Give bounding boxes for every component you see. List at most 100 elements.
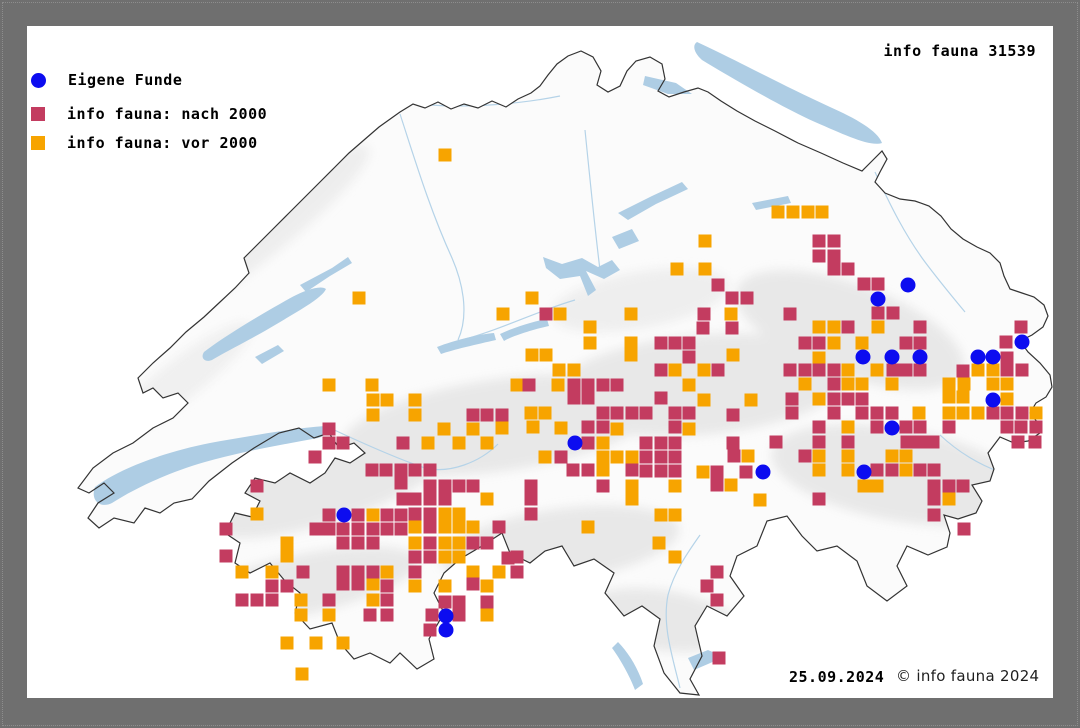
- marker-nach-2000: [423, 550, 437, 564]
- marker-nach-2000: [466, 479, 480, 493]
- marker-nach-2000: [841, 262, 855, 276]
- marker-nach-2000: [322, 508, 336, 522]
- marker-vor-2000: [466, 422, 480, 436]
- marker-nach-2000: [366, 522, 380, 536]
- marker-vor-2000: [857, 479, 871, 493]
- marker-nach-2000: [654, 391, 668, 405]
- marker-nach-2000: [510, 550, 524, 564]
- legend-item-eigene-funde: Eigene Funde: [31, 71, 182, 89]
- marker-eigene-funde: [567, 435, 583, 451]
- blue-circle-icon: [31, 72, 46, 88]
- marker-eigene-funde: [884, 420, 900, 436]
- marker-vor-2000: [670, 262, 684, 276]
- marker-vor-2000: [408, 520, 422, 534]
- marker-nach-2000: [1028, 435, 1042, 449]
- marker-vor-2000: [855, 336, 869, 350]
- marker-nach-2000: [827, 363, 841, 377]
- marker-nach-2000: [423, 479, 437, 493]
- marker-nach-2000: [913, 463, 927, 477]
- marker-nach-2000: [710, 478, 724, 492]
- marker-nach-2000: [380, 579, 394, 593]
- marker-vor-2000: [525, 348, 539, 362]
- marker-vor-2000: [480, 579, 494, 593]
- marker-nach-2000: [682, 350, 696, 364]
- marker-nach-2000: [396, 436, 410, 450]
- marker-vor-2000: [724, 478, 738, 492]
- marker-vor-2000: [552, 363, 566, 377]
- marker-nach-2000: [366, 536, 380, 550]
- marker-vor-2000: [624, 307, 638, 321]
- marker-vor-2000: [452, 536, 466, 550]
- marker-nach-2000: [725, 321, 739, 335]
- marker-nach-2000: [785, 406, 799, 420]
- marker-vor-2000: [741, 449, 755, 463]
- lake-zurich: [618, 182, 688, 220]
- marker-nach-2000: [913, 420, 927, 434]
- marker-vor-2000: [654, 508, 668, 522]
- marker-vor-2000: [1000, 377, 1014, 391]
- marker-vor-2000: [551, 378, 565, 392]
- map-title: info fauna 31539: [883, 42, 1036, 60]
- marker-vor-2000: [885, 377, 899, 391]
- marker-vor-2000: [812, 392, 826, 406]
- marker-nach-2000: [423, 463, 437, 477]
- marker-eigene-funde: [755, 464, 771, 480]
- marker-vor-2000: [841, 463, 855, 477]
- marker-nach-2000: [812, 234, 826, 248]
- marker-nach-2000: [336, 565, 350, 579]
- marker-nach-2000: [783, 307, 797, 321]
- marker-vor-2000: [408, 393, 422, 407]
- marker-nach-2000: [668, 450, 682, 464]
- marker-nach-2000: [654, 363, 668, 377]
- marker-eigene-funde: [438, 608, 454, 624]
- marker-vor-2000: [596, 450, 610, 464]
- marker-vor-2000: [322, 378, 336, 392]
- marker-nach-2000: [379, 463, 393, 477]
- legend-label: info fauna: nach 2000: [67, 105, 268, 123]
- marker-vor-2000: [538, 406, 552, 420]
- lake-thun: [437, 333, 496, 354]
- marker-nach-2000: [452, 479, 466, 493]
- marker-nach-2000: [857, 277, 871, 291]
- marker-vor-2000: [668, 363, 682, 377]
- marker-nach-2000: [812, 420, 826, 434]
- marker-vor-2000: [625, 492, 639, 506]
- marker-vor-2000: [336, 636, 350, 650]
- marker-vor-2000: [668, 479, 682, 493]
- marker-nach-2000: [900, 435, 914, 449]
- marker-vor-2000: [265, 565, 279, 579]
- marker-nach-2000: [250, 479, 264, 493]
- marker-nach-2000: [336, 522, 350, 536]
- marker-nach-2000: [812, 336, 826, 350]
- legend-item-nach-2000: info fauna: nach 2000: [31, 105, 267, 123]
- marker-vor-2000: [1000, 392, 1014, 406]
- marker-nach-2000: [336, 536, 350, 550]
- marker-nach-2000: [466, 577, 480, 591]
- marker-vor-2000: [567, 363, 581, 377]
- marker-nach-2000: [927, 479, 941, 493]
- marker-vor-2000: [437, 422, 451, 436]
- marker-nach-2000: [336, 436, 350, 450]
- marker-nach-2000: [438, 595, 452, 609]
- marker-nach-2000: [899, 363, 913, 377]
- marker-eigene-funde: [884, 349, 900, 365]
- marker-nach-2000: [265, 579, 279, 593]
- marker-nach-2000: [408, 492, 422, 506]
- marker-vor-2000: [408, 536, 422, 550]
- marker-vor-2000: [280, 636, 294, 650]
- marker-vor-2000: [726, 348, 740, 362]
- marker-nach-2000: [581, 378, 595, 392]
- marker-eigene-funde: [970, 349, 986, 365]
- marker-vor-2000: [724, 307, 738, 321]
- marker-vor-2000: [942, 377, 956, 391]
- marker-nach-2000: [351, 522, 365, 536]
- marker-vor-2000: [452, 507, 466, 521]
- marker-nach-2000: [769, 435, 783, 449]
- marker-vor-2000: [366, 408, 380, 422]
- marker-nach-2000: [855, 392, 869, 406]
- marker-vor-2000: [596, 463, 610, 477]
- marker-nach-2000: [524, 479, 538, 493]
- marker-nach-2000: [711, 278, 725, 292]
- marker-nach-2000: [700, 579, 714, 593]
- marker-vor-2000: [942, 390, 956, 404]
